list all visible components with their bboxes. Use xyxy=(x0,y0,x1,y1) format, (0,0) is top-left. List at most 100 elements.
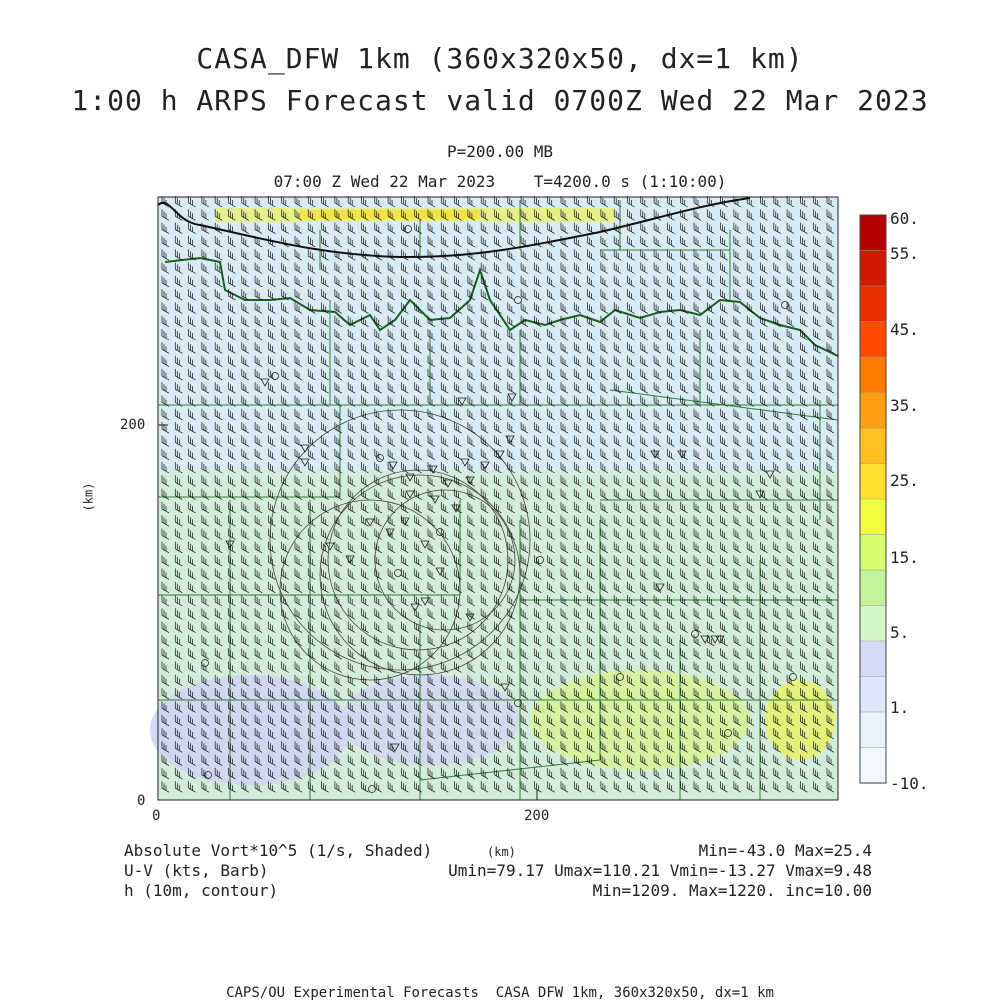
wind-barb xyxy=(786,249,795,261)
wind-barb xyxy=(334,501,343,514)
wind-barb xyxy=(387,462,396,474)
wind-barb xyxy=(281,555,289,567)
wind-barb xyxy=(174,408,183,421)
wind-barb xyxy=(826,382,835,394)
wind-barb xyxy=(268,688,276,700)
wind-barb xyxy=(374,714,382,727)
wind-barb xyxy=(627,714,635,727)
wind-barb xyxy=(547,674,555,687)
wind-barb xyxy=(706,595,715,607)
wind-barb xyxy=(773,595,781,607)
wind-barb xyxy=(706,382,715,394)
wind-barb xyxy=(613,249,622,261)
wind-barb xyxy=(387,648,396,660)
wind-barb xyxy=(507,581,515,594)
wind-barb xyxy=(627,528,635,540)
wind-barb xyxy=(800,595,808,607)
wind-barb xyxy=(454,581,462,594)
wind-barb xyxy=(387,355,396,367)
wind-barb xyxy=(214,741,223,753)
wind-barb xyxy=(573,674,582,687)
wind-barb xyxy=(321,555,329,567)
wind-barb xyxy=(613,462,622,474)
wind-barb xyxy=(387,541,396,554)
wind-barb xyxy=(507,714,515,727)
wind-barb xyxy=(427,741,436,753)
wind-barb xyxy=(321,741,329,753)
wind-barb xyxy=(640,329,648,341)
wind-barb xyxy=(307,781,316,793)
wind-barb xyxy=(201,488,210,500)
wind-barb xyxy=(640,701,648,713)
wind-barb xyxy=(706,555,715,567)
wind-barb xyxy=(174,329,183,341)
wind-barb xyxy=(706,222,715,234)
wind-barb xyxy=(600,568,609,580)
wind-barb xyxy=(307,714,316,727)
wind-barb xyxy=(294,515,303,527)
wind-barb xyxy=(414,196,422,208)
wind-barb xyxy=(401,555,409,567)
wind-barb xyxy=(613,661,622,673)
wind-barb xyxy=(786,368,795,381)
wind-barb xyxy=(773,661,781,673)
wind-barb xyxy=(161,355,170,367)
wind-barb xyxy=(174,555,183,567)
wind-barb xyxy=(786,767,795,780)
wind-barb xyxy=(201,674,210,687)
wind-barb xyxy=(440,674,449,687)
wind-barb xyxy=(706,196,715,208)
wind-barb xyxy=(693,555,702,567)
wind-barb xyxy=(520,581,529,594)
wind-barb xyxy=(201,262,210,274)
wind-barb xyxy=(800,209,808,221)
wind-barb xyxy=(401,661,409,673)
wind-barb xyxy=(174,661,183,673)
wind-barb xyxy=(494,661,502,673)
wind-barb xyxy=(334,608,343,620)
wind-barb xyxy=(693,249,702,261)
wind-barb xyxy=(640,648,648,660)
wind-barb xyxy=(706,355,715,367)
wind-barb xyxy=(467,661,476,673)
wind-barb xyxy=(321,781,329,793)
wind-barb xyxy=(800,741,808,753)
station-marker xyxy=(368,785,376,793)
wind-barb xyxy=(587,435,595,447)
wind-barb xyxy=(334,568,343,580)
wind-barb xyxy=(520,475,529,487)
wind-barb xyxy=(826,488,835,500)
wind-barb xyxy=(401,289,409,301)
wind-barb xyxy=(268,422,276,434)
wind-barb xyxy=(760,382,768,394)
wind-barb xyxy=(321,515,329,527)
wind-barb xyxy=(361,555,369,567)
wind-barb xyxy=(640,368,648,381)
wind-barb xyxy=(494,501,502,514)
wind-barb xyxy=(667,501,675,514)
wind-barb xyxy=(706,581,715,594)
wind-barb xyxy=(640,541,648,554)
wind-barb xyxy=(268,528,276,540)
wind-barb xyxy=(440,608,449,620)
wind-barb xyxy=(706,289,715,301)
wind-barb xyxy=(547,728,555,740)
wind-barb xyxy=(520,568,529,580)
wind-barb xyxy=(467,448,476,461)
wind-barb xyxy=(720,701,728,713)
wind-barb xyxy=(773,275,781,288)
wind-barb xyxy=(560,235,569,248)
wind-barb xyxy=(573,501,582,514)
wind-barb xyxy=(720,448,728,461)
wind-barb xyxy=(228,515,236,527)
wind-barb xyxy=(573,342,582,354)
wind-barb xyxy=(494,329,502,341)
wind-barb xyxy=(547,209,555,221)
wind-barb xyxy=(693,368,702,381)
wind-barb xyxy=(174,581,183,594)
wind-barb xyxy=(214,235,223,248)
wind-barb xyxy=(667,262,675,274)
wind-barb xyxy=(387,608,396,620)
wind-barb xyxy=(560,315,569,328)
wind-barb xyxy=(374,674,382,687)
